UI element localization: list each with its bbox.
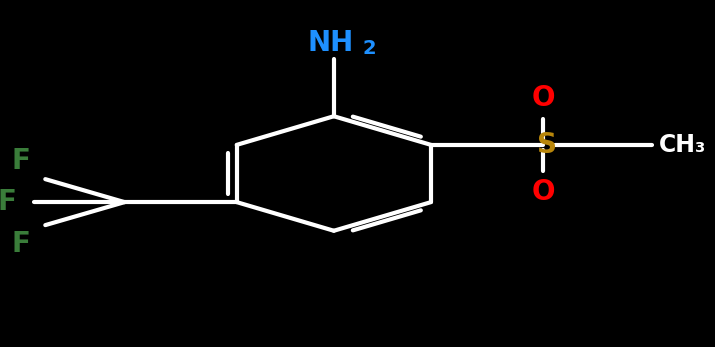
Text: O: O	[531, 84, 555, 112]
Text: NH: NH	[307, 29, 354, 57]
Text: 2: 2	[363, 39, 376, 58]
Text: F: F	[11, 230, 30, 257]
Text: O: O	[531, 178, 555, 206]
Text: CH₃: CH₃	[659, 133, 706, 157]
Text: F: F	[11, 147, 30, 175]
Text: S: S	[536, 131, 556, 159]
Text: F: F	[0, 188, 17, 216]
